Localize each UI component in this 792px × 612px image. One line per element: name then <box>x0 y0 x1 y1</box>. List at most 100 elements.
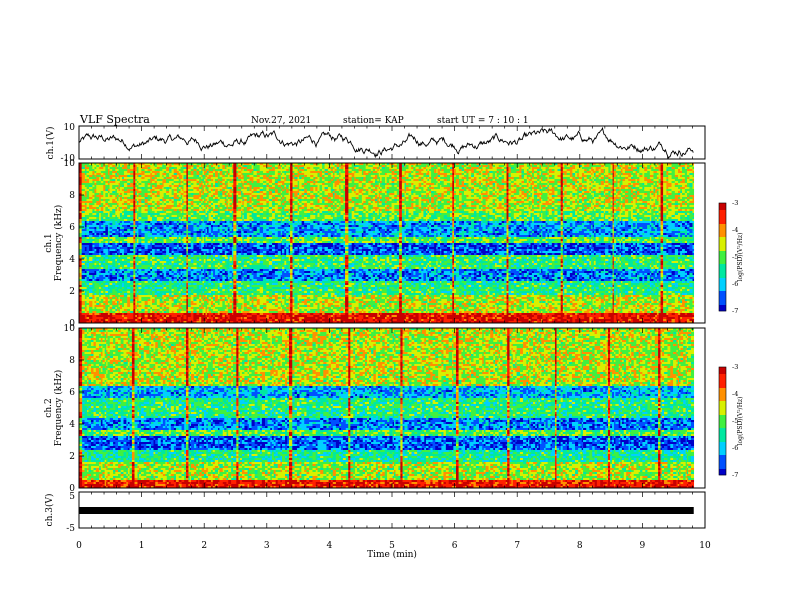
ch1-spectrogram-cell <box>288 213 291 215</box>
ch1-spectrogram-cell <box>551 205 555 207</box>
ch1-spectrogram-cell <box>639 167 643 169</box>
ch1-spectrogram-cell <box>385 187 387 189</box>
ch1-spectrogram-cell <box>205 177 208 179</box>
ch1-spectrogram-cell <box>233 175 237 177</box>
ch1-spectrogram-cell <box>202 177 206 179</box>
ch1-spectrogram-cell <box>539 173 542 175</box>
ch1-spectrogram-cell <box>299 181 305 183</box>
ch1-spectrogram-cell <box>297 197 302 199</box>
ch1-spectrogram-cell <box>361 199 366 201</box>
ch1-spectrogram-cell <box>421 207 424 209</box>
ch1-spectrogram-cell <box>199 207 202 209</box>
ch1-spectrogram-cell <box>620 179 623 181</box>
ch1-spectrogram-cell <box>236 167 239 169</box>
ch1-spectrogram-cell <box>229 169 233 171</box>
ch1-spectrogram-cell <box>144 195 148 197</box>
ch1-spectrogram-cell <box>242 173 254 175</box>
ch1-spectrogram-cell <box>389 175 392 177</box>
ch1-spectrogram-cell <box>348 209 352 211</box>
ch1-spectrogram-cell <box>658 163 661 165</box>
ch1-spectrogram-cell <box>166 173 170 175</box>
ch1-spectrogram-cell <box>620 189 632 191</box>
ch1-spectrogram-cell <box>431 203 437 205</box>
ch1-spectrogram-cell <box>519 167 522 169</box>
ch1-spectrogram-cell <box>109 193 119 195</box>
ch1-spectrogram-cell <box>584 173 592 175</box>
ch1-spectrogram-cell <box>294 211 298 213</box>
ch1-spectrogram-cell <box>513 195 520 197</box>
ch1-spectrogram-cell <box>436 207 438 209</box>
ch1-spectrogram-cell <box>481 197 483 199</box>
ch1-spectrogram-cell <box>598 169 602 171</box>
ch1-spectrogram-cell <box>404 199 407 201</box>
ch1-spectrogram-cell <box>103 207 106 209</box>
ch1-spectrogram-cell <box>526 179 529 181</box>
ch1-spectrogram-cell <box>96 167 100 169</box>
ch1-spectrogram-cell <box>231 213 234 215</box>
ch1-spectrogram-cell <box>79 173 82 175</box>
ch1-spectrogram-cell <box>136 165 145 167</box>
ch1-spectrogram-cell <box>551 207 555 209</box>
ch1-spectrogram-cell <box>656 165 659 167</box>
ch1-spectrogram-cell <box>154 207 158 209</box>
ch1-spectrogram-cell <box>277 173 282 175</box>
ch1-spectrogram-cell <box>471 203 480 205</box>
ch1-spectrogram-cell <box>427 177 430 179</box>
ch1-spectrogram-cell <box>339 199 341 201</box>
ch1-spectrogram-cell <box>313 191 318 193</box>
ch1-spectrogram-cell <box>313 207 320 209</box>
ch1-spectrogram-cell <box>610 171 613 173</box>
ch1-spectrogram-cell <box>361 195 369 197</box>
ch1-spectrogram-cell <box>684 201 688 203</box>
ch1-spectrogram-cell <box>187 185 192 187</box>
ch1-spectrogram-cell <box>96 163 100 165</box>
ch1-spectrogram-cell <box>186 165 189 167</box>
ch1-spectrogram-cell <box>508 187 512 189</box>
ch1-spectrogram-cell <box>523 175 528 177</box>
ch1-spectrogram-cell <box>649 191 654 193</box>
ch1-spectrogram-cell <box>531 209 535 211</box>
ch1-spectrogram-cell <box>116 197 119 199</box>
ch1-spectrogram-cell <box>389 209 395 211</box>
ch1-spectrogram-cell <box>336 201 341 203</box>
ch1-spectrogram-cell <box>253 177 261 179</box>
ch1-spectrogram-cell <box>608 169 611 171</box>
ch1-spectrogram-cell <box>354 199 356 201</box>
ch1-spectrogram-cell <box>510 213 515 215</box>
ch1-spectrogram-cell <box>516 203 520 205</box>
ch1-spectrogram-cell <box>620 171 623 173</box>
ch1-spectrogram-cell <box>263 209 267 211</box>
ch1-spectrogram-cell <box>663 187 667 189</box>
ch1-spectrogram-cell <box>586 213 593 215</box>
ch1-spectrogram-cell <box>358 189 364 191</box>
ch1-spectrogram-cell <box>584 177 587 179</box>
ch1-spectrogram-cell <box>560 205 564 207</box>
ch1-spectrogram-cell <box>173 167 178 169</box>
ch1-spectrogram-cell <box>81 207 86 209</box>
ch1-spectrogram-cell <box>506 167 509 169</box>
ch1-spectrogram-cell <box>443 171 451 173</box>
ch1-spectrogram-cell <box>537 175 540 177</box>
ch1-spectrogram-cell <box>598 201 602 203</box>
ch1-spectrogram-cell <box>187 179 197 181</box>
ch1-spectrogram-cell <box>268 199 273 201</box>
ch1-spectrogram-cell <box>176 215 184 217</box>
ch1-spectrogram-cell <box>310 183 314 185</box>
ch1-spectrogram-cell <box>339 175 341 177</box>
ch1-spectrogram-cell <box>84 165 87 167</box>
ch1-spectrogram-cell <box>612 189 615 191</box>
ch1-spectrogram-cell <box>584 205 587 207</box>
ch1-spectrogram-cell <box>135 183 138 185</box>
ch1-spectrogram-cell <box>135 203 138 205</box>
ch1-spectrogram-cell <box>182 189 184 191</box>
ch1-spectrogram-cell <box>426 167 432 169</box>
ch1-spectrogram-cell <box>682 191 686 193</box>
ch1-spectrogram-cell <box>130 195 134 197</box>
ch1-spectrogram-cell <box>310 195 316 197</box>
ch1-spectrogram-cell <box>613 185 618 187</box>
ch1-spectrogram-cell <box>510 191 517 193</box>
ch1-spectrogram-cell <box>545 167 548 169</box>
ch1-spectrogram-cell <box>241 195 250 197</box>
ch1-spectrogram-cell <box>159 193 164 195</box>
ch1-spectrogram-cell <box>115 179 118 181</box>
